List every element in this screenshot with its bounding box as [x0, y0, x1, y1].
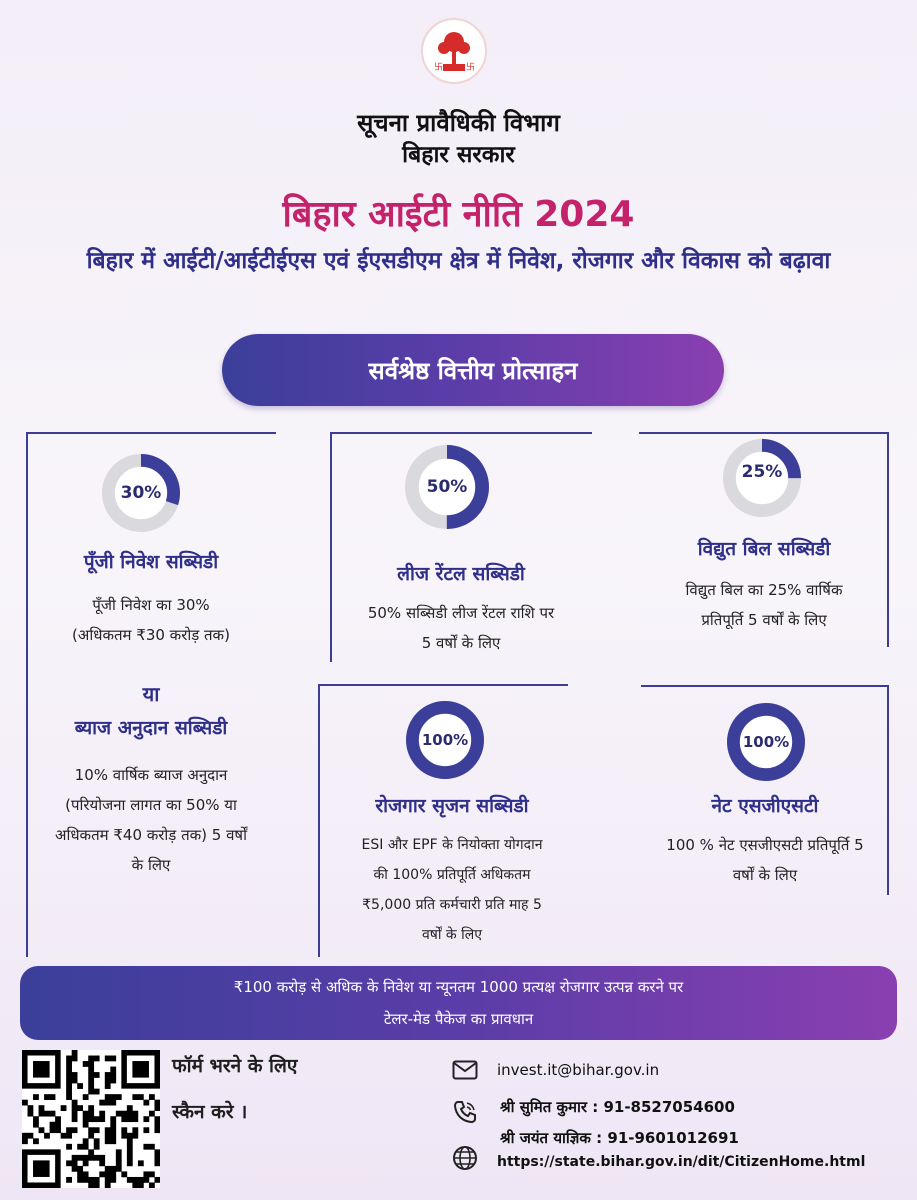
- text-line: (अधिकतम ₹30 करोड़ तक): [72, 626, 230, 644]
- ring-fill: [723, 439, 801, 517]
- text-line: 5 वर्षों के लिए: [421, 634, 501, 652]
- section-heading-label: सर्वश्रेष्ठ वित्तीय प्रोत्साहन: [368, 356, 578, 385]
- ring-fill: [727, 703, 805, 781]
- card-title-interest-subsidy: ब्याज अनुदान सब्सिडी: [74, 717, 228, 739]
- text-line: प्रतिपूर्ति 5 वर्षों के लिए: [701, 611, 827, 629]
- percent-ring-sgst: 100%: [726, 702, 806, 782]
- ring-fill: [102, 454, 180, 532]
- card-text-lease-rental: 50% सब्सिडी लीज रेंटल राशि पर 5 वर्षों क…: [330, 598, 592, 658]
- globe-icon: [450, 1143, 480, 1173]
- ring-fill: [405, 445, 489, 529]
- website-link[interactable]: https://state.bihar.gov.in/dit/CitizenHo…: [497, 1154, 866, 1170]
- card-title-electricity: विद्युत बिल सब्सिडी: [697, 538, 831, 560]
- qr-code[interactable]: [22, 1050, 161, 1189]
- percent-ring-lease: 50%: [404, 444, 490, 530]
- card-text-sgst: 100 % नेट एसजीएसटी प्रतिपूर्ति 5 वर्षों …: [641, 830, 889, 890]
- percent-label: 100%: [421, 731, 469, 749]
- banner-line: टेलर-मेड पैकेज का प्रावधान: [383, 1010, 534, 1028]
- scan-instruction-line1: फॉर्म भरने के लिए: [172, 1055, 298, 1077]
- mail-icon: [450, 1055, 480, 1085]
- page-subtitle: बिहार में आईटी/आईटीईएस एवं ईएसडीएम क्षेत…: [86, 248, 831, 274]
- qr-code-icon: [22, 1050, 161, 1189]
- card-text-interest-subsidy: 10% वार्षिक ब्याज अनुदान (परियोजना लागत …: [26, 760, 276, 880]
- card-text-employment: ESI और EPF के नियोक्ता योगदान की 100% प्…: [318, 830, 586, 950]
- percent-label: 30%: [120, 483, 162, 503]
- card-electricity-frame: [639, 432, 889, 647]
- text-line: के लिए: [131, 856, 171, 874]
- percent-label: 100%: [742, 733, 790, 751]
- text-line: पूँजी निवेश का 30%: [92, 596, 210, 614]
- page-title: बिहार आईटी नीति 2024: [282, 194, 635, 235]
- contact-phone-1[interactable]: श्री सुमित कुमार : 91-8527054600: [500, 1098, 735, 1116]
- bihar-govt-logo: 卐 卐: [421, 18, 487, 84]
- text-line: 10% वार्षिक ब्याज अनुदान: [74, 766, 228, 784]
- percent-label: 50%: [426, 477, 468, 497]
- text-line: की 100% प्रतिपूर्ति अधिकतम: [373, 867, 531, 883]
- percent-label: 25%: [741, 462, 783, 482]
- card-title-sgst: नेट एसजीएसटी: [711, 795, 819, 817]
- banner-line: ₹100 करोड़ से अधिक के निवेश या न्यूनतम 1…: [233, 978, 684, 996]
- card-capital-subsidy-frame: [26, 432, 276, 957]
- text-line: वर्षों के लिए: [421, 927, 482, 943]
- government-name: बिहार सरकार: [402, 142, 515, 168]
- card-title-capital-subsidy: पूँजी निवेश सब्सिडी: [83, 551, 219, 573]
- svg-text:卐: 卐: [434, 62, 443, 73]
- card-lease-rental-frame: [330, 432, 592, 662]
- department-name: सूचना प्रावैधिकी विभाग: [357, 109, 560, 137]
- card-employment-frame: [318, 684, 568, 957]
- text-line: वर्षों के लिए: [732, 866, 798, 884]
- percent-ring-electricity: 25%: [722, 438, 802, 518]
- email-link[interactable]: invest.it@bihar.gov.in: [497, 1061, 660, 1079]
- phone-icon: [450, 1097, 480, 1127]
- text-line: ESI और EPF के नियोक्ता योगदान: [361, 837, 543, 853]
- percent-ring-employment: 100%: [405, 700, 485, 780]
- text-line: 100 % नेट एसजीएसटी प्रतिपूर्ति 5: [666, 836, 864, 854]
- or-separator: या: [142, 682, 160, 706]
- svg-text:卐: 卐: [466, 62, 475, 73]
- text-line: अधिकतम ₹40 करोड़ तक) 5 वर्षों: [54, 826, 247, 844]
- scan-instruction-line2: स्कैन करे ।: [172, 1101, 248, 1123]
- tailor-made-package-banner: ₹100 करोड़ से अधिक के निवेश या न्यूनतम 1…: [20, 966, 897, 1040]
- ring-fill: [406, 701, 484, 779]
- percent-ring-capital: 30%: [101, 453, 181, 533]
- card-title-lease-rental: लीज रेंटल सब्सिडी: [397, 563, 525, 585]
- text-line: ₹5,000 प्रति कर्मचारी प्रति माह 5: [362, 897, 542, 913]
- card-text-electricity: विद्युत बिल का 25% वार्षिक प्रतिपूर्ति 5…: [639, 575, 889, 635]
- bodhi-tree-emblem-icon: 卐 卐: [434, 32, 475, 73]
- text-line: विद्युत बिल का 25% वार्षिक: [685, 581, 843, 599]
- card-title-employment: रोजगार सृजन सब्सिडी: [375, 795, 529, 817]
- card-text-capital-subsidy: पूँजी निवेश का 30% (अधिकतम ₹30 करोड़ तक): [26, 590, 276, 650]
- section-heading-pill: सर्वश्रेष्ठ वित्तीय प्रोत्साहन: [222, 334, 724, 406]
- text-line: 50% सब्सिडी लीज रेंटल राशि पर: [367, 604, 555, 622]
- card-sgst-frame: [641, 685, 889, 895]
- contact-phone-2[interactable]: श्री जयंत याज्ञिक : 91-9601012691: [500, 1129, 739, 1147]
- text-line: (परियोजना लागत का 50% या: [65, 796, 237, 814]
